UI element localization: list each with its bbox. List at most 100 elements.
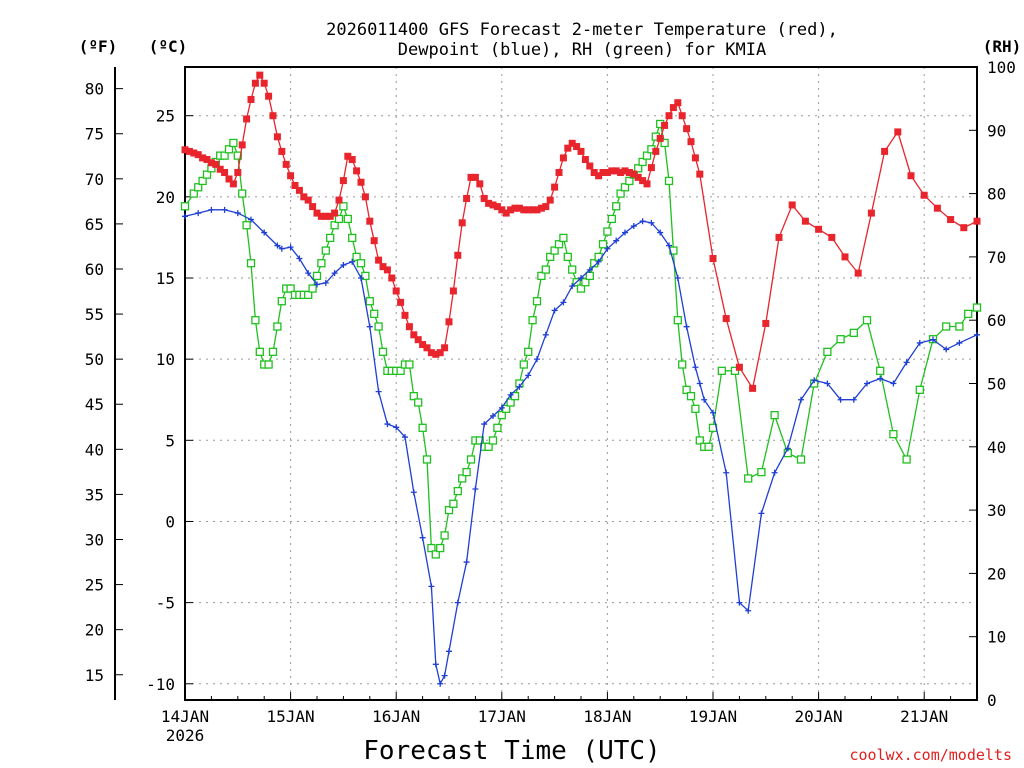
dewpoint-point (666, 242, 672, 249)
rh-axis-unit: (RH) (983, 37, 1022, 56)
dewpoint-point (692, 364, 699, 371)
dewpoint-point (402, 434, 408, 441)
rh-tick-label: 20 (987, 564, 1006, 583)
dewpoint-point (560, 299, 567, 306)
temperature-point (551, 183, 559, 191)
dewpoint-point (472, 486, 479, 492)
rh-point (598, 240, 608, 249)
rh-point (836, 335, 845, 344)
fahrenheit-tick-label: 15 (85, 666, 104, 685)
dewpoint-point (850, 396, 857, 403)
dewpoint-point (305, 270, 312, 277)
temperature-point (304, 196, 312, 204)
rh-point (220, 151, 229, 160)
rh-tick-label: 90 (987, 121, 1006, 140)
fahrenheit-tick-label: 80 (85, 80, 104, 99)
dewpoint-point (375, 388, 382, 395)
dewpoint-point (864, 380, 870, 387)
rh-point (339, 202, 348, 211)
dewpoint-point (837, 396, 844, 403)
fahrenheit-tick-label: 75 (85, 125, 104, 144)
rh-point (673, 316, 682, 325)
temperature-point (894, 128, 902, 136)
rh-point (449, 499, 458, 508)
temperature-point (454, 251, 462, 259)
dewpoint-point (824, 380, 831, 387)
dewpoint-point (182, 213, 188, 220)
rh-point (326, 233, 335, 243)
rh-point (704, 442, 713, 451)
temperature-point (590, 169, 598, 176)
rh-point (466, 455, 476, 464)
temperature-series (181, 71, 981, 392)
temperature-point (581, 156, 589, 164)
temperature-point (735, 363, 743, 371)
rh-point (955, 322, 964, 331)
rh-point (198, 176, 207, 186)
celsius-axis: -10 -5 0 5 10 15 20 25 (146, 107, 193, 694)
celsius-tick-label: 0 (165, 512, 175, 531)
fahrenheit-tick-label: 50 (85, 350, 104, 369)
temperature-point (212, 160, 220, 168)
fahrenheit-tick-label: 70 (85, 170, 104, 189)
rh-point (427, 543, 436, 553)
rh-line (184, 121, 978, 556)
rh-point (374, 322, 383, 331)
dewpoint-point (943, 346, 950, 353)
rh-point (312, 271, 322, 281)
celsius-tick-label: 25 (156, 107, 175, 126)
dewpoint-point (674, 275, 681, 281)
celsius-tick-label: 15 (156, 269, 175, 288)
dewpoint-point (811, 377, 818, 384)
rh-point (554, 240, 564, 249)
rh-point (524, 347, 533, 357)
temperature-point (498, 206, 506, 214)
temperature-point (524, 206, 532, 214)
temperature-point (691, 154, 699, 162)
temperature-point (815, 225, 823, 233)
rh-point (502, 404, 511, 413)
dewpoint-point (274, 242, 281, 249)
temperature-point (617, 169, 625, 176)
temperature-point (542, 203, 550, 211)
dewpoint-point (208, 206, 215, 213)
dewpoint-point (322, 279, 329, 286)
temperature-point (669, 104, 677, 112)
rh-axis: 0 10 20 30 40 50 60 70 80 90 100 (969, 58, 1016, 710)
dewpoint-point (314, 281, 320, 288)
temperature-point (256, 71, 264, 79)
celsius-tick-label: -10 (146, 675, 175, 694)
temperature-point (313, 209, 321, 217)
dewpoint-point (287, 244, 294, 251)
dewpoint-point (745, 607, 752, 614)
dewpoint-point (516, 383, 523, 390)
temperature-point (639, 177, 647, 185)
rh-point (603, 227, 612, 236)
temperature-point (238, 141, 246, 149)
temperature-point (207, 159, 215, 167)
temperature-point (247, 95, 255, 103)
temperature-point (410, 331, 418, 339)
rh-tick-label: 10 (987, 628, 1006, 647)
temperature-point (344, 152, 352, 160)
temperature-point (370, 237, 378, 245)
rh-point (238, 189, 247, 198)
time-tick-sublabel: 2026 (166, 726, 205, 745)
grid-lines (185, 67, 977, 700)
rh-point (334, 214, 344, 224)
dewpoint-point (428, 583, 435, 590)
temperature-point (361, 193, 369, 201)
temperature-point (190, 149, 198, 157)
temperature-point (920, 191, 928, 199)
rh-point (453, 486, 462, 496)
rh-point (550, 246, 559, 255)
dewpoint-point (903, 359, 910, 366)
rh-point (370, 309, 379, 319)
temperature-line (184, 73, 978, 391)
rh-point (484, 442, 493, 451)
rh-point (889, 429, 898, 439)
rh-point (942, 322, 951, 331)
temperature-point (854, 269, 862, 277)
dewpoint-point (261, 229, 268, 236)
